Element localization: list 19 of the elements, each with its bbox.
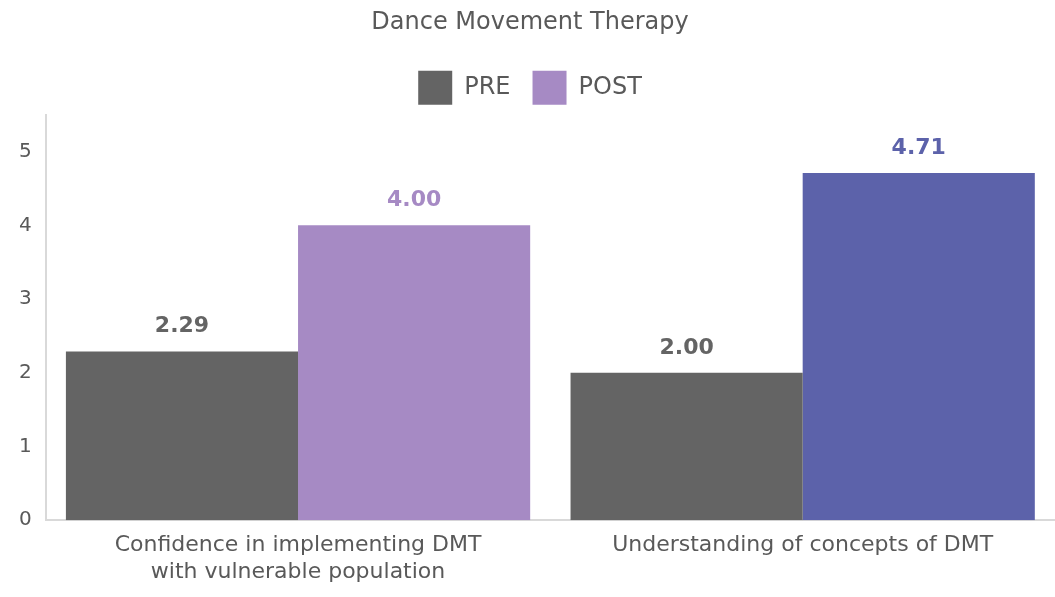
data-label: 2.00	[659, 333, 714, 359]
y-tick-label: 4	[18, 211, 32, 236]
y-tick-label: 5	[18, 137, 32, 162]
bar	[802, 173, 1035, 521]
data-label: 2.29	[154, 312, 210, 338]
bar	[570, 372, 803, 521]
x-tick-label: Understanding of concepts of DMT	[612, 531, 994, 557]
bar	[298, 225, 531, 521]
legend-label: POST	[578, 72, 643, 101]
chart-title: Dance Movement Therapy	[371, 6, 689, 35]
y-tick-label: 0	[18, 506, 32, 531]
x-tick-label: Confidence in implementing DMT with vulnerable population	[114, 531, 482, 583]
y-tick-label: 2	[18, 358, 32, 383]
y-tick-label: 1	[18, 432, 32, 457]
y-tick-label: 3	[18, 285, 32, 310]
bar	[65, 351, 299, 521]
legend-label: PRE	[464, 72, 511, 101]
data-label: 4.71	[891, 133, 946, 159]
data-label: 4.00	[386, 186, 442, 212]
